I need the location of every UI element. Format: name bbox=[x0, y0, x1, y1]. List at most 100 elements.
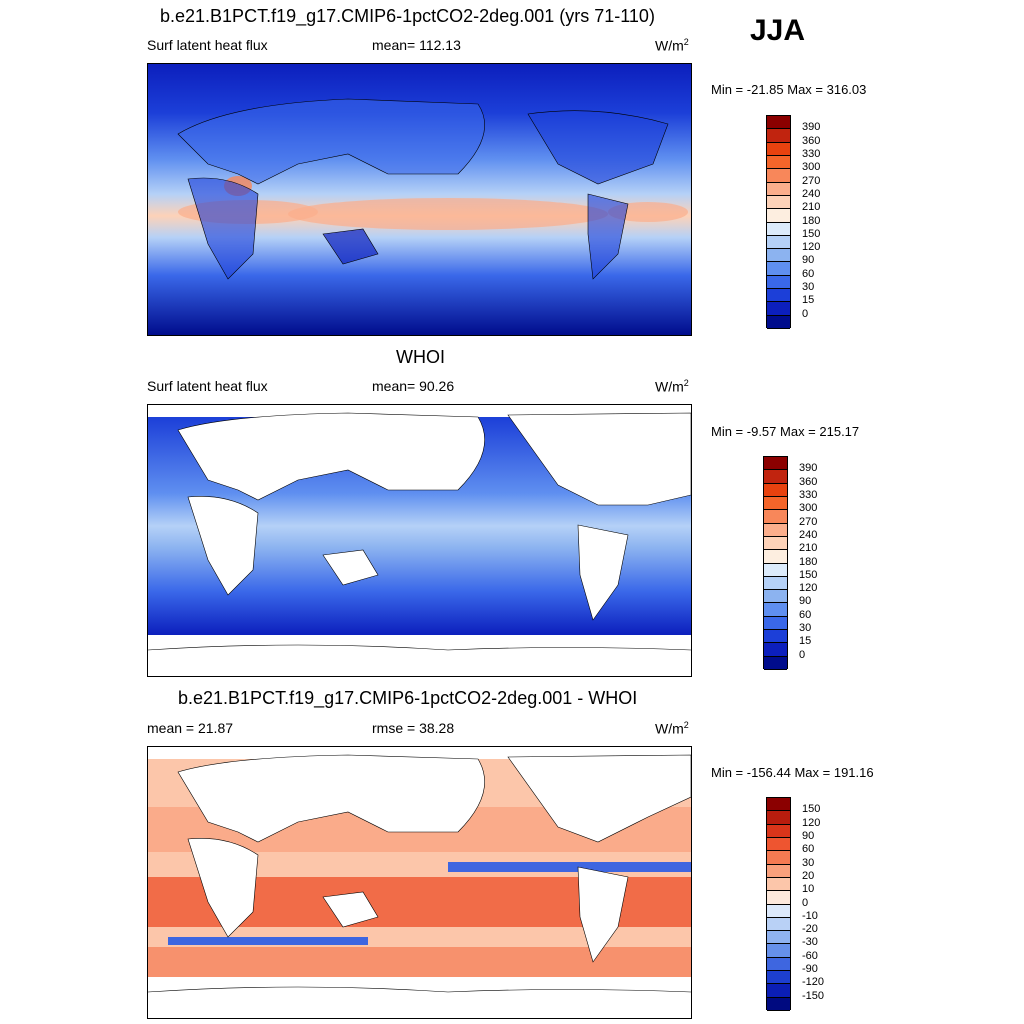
colorbar-swatch bbox=[767, 957, 790, 972]
colorbar-tick-label: 0 bbox=[799, 648, 806, 661]
colorbar-tick-label: -10 bbox=[802, 909, 818, 922]
panel1-map bbox=[147, 63, 692, 336]
panel2-variable-label: Surf latent heat flux bbox=[147, 378, 268, 394]
colorbar-swatch bbox=[767, 182, 790, 196]
colorbar-tick-label: 120 bbox=[802, 816, 821, 829]
colorbar-swatch bbox=[767, 851, 790, 865]
colorbar-swatch bbox=[767, 971, 790, 985]
panel2-minmax: Min = -9.57 Max = 215.17 bbox=[711, 424, 860, 439]
colorbar-tick-label: 360 bbox=[802, 134, 821, 147]
colorbar-swatch bbox=[767, 129, 790, 143]
colorbar-swatch bbox=[767, 275, 790, 290]
panel2-map bbox=[147, 404, 692, 677]
colorbar-swatch bbox=[764, 630, 787, 644]
colorbar-tick-label: 210 bbox=[802, 201, 821, 214]
season-label: JJA bbox=[750, 14, 806, 47]
colorbar-tick-label: 0 bbox=[802, 896, 809, 909]
colorbar-swatch bbox=[767, 864, 790, 878]
colorbar-swatch bbox=[767, 249, 790, 263]
colorbar-swatch bbox=[764, 510, 787, 524]
panel1-variable-label: Surf latent heat flux bbox=[147, 37, 268, 53]
colorbar-tick-label: 270 bbox=[799, 515, 818, 528]
colorbar-tick-label: 240 bbox=[802, 187, 821, 200]
colorbar-swatch bbox=[767, 984, 790, 998]
colorbar-tick-label: 20 bbox=[802, 869, 815, 882]
colorbar-swatch bbox=[767, 302, 790, 316]
colorbar-swatch bbox=[764, 483, 787, 497]
colorbar-tick-label: 150 bbox=[802, 227, 821, 240]
panel3-mean-label: mean = 21.87 bbox=[147, 720, 234, 736]
panel2-map-svg bbox=[148, 412, 691, 676]
colorbar-swatch bbox=[764, 576, 787, 591]
colorbar-tick-label: -120 bbox=[802, 976, 825, 989]
panel3-minmax: Min = -156.44 Max = 191.16 bbox=[711, 765, 874, 780]
colorbar-tick-label: 240 bbox=[799, 528, 818, 541]
colorbar-tick-label: 360 bbox=[799, 475, 818, 488]
colorbar-tick-label: 120 bbox=[802, 241, 821, 254]
colorbar-swatch bbox=[767, 824, 790, 838]
colorbar-tick-label: 180 bbox=[802, 214, 821, 227]
panel2-title: WHOI bbox=[396, 347, 445, 367]
colorbar-tick-label: 10 bbox=[802, 883, 815, 896]
colorbar-swatch bbox=[767, 931, 790, 945]
colorbar-tick-label: -30 bbox=[802, 936, 818, 949]
panel1-mean-label: mean= 112.13 bbox=[372, 37, 461, 53]
colorbar-swatch bbox=[767, 222, 790, 236]
colorbar-tick-label: 210 bbox=[799, 542, 818, 555]
panel1-colorbar: 390 360 330 300 270 240 210 180 150 120 90 60 30 15 0 bbox=[766, 115, 846, 330]
colorbar-tick-label: -60 bbox=[802, 949, 818, 962]
colorbar-swatch bbox=[767, 904, 790, 918]
colorbar-tick-label: 15 bbox=[802, 294, 815, 307]
colorbar-tick-label: -150 bbox=[802, 989, 825, 1002]
panel3-colorbar: 150 120 90 60 30 20 10 0 -10 -20 -30 -60 -90 -120 -150 bbox=[766, 797, 846, 1012]
colorbar-tick-label: 330 bbox=[799, 488, 818, 501]
colorbar-swatch bbox=[767, 811, 790, 825]
panel1-map-svg bbox=[148, 64, 691, 335]
colorbar-swatch bbox=[764, 656, 787, 670]
colorbar-swatch bbox=[764, 643, 787, 657]
colorbar-swatch bbox=[764, 470, 787, 484]
colorbar-tick-label: 15 bbox=[799, 635, 812, 648]
colorbar-tick-label: 90 bbox=[802, 254, 815, 267]
colorbar-tick-label: 300 bbox=[802, 161, 821, 174]
colorbar-swatch bbox=[767, 837, 790, 852]
colorbar-tick-label: 390 bbox=[802, 121, 821, 134]
colorbar-swatch bbox=[767, 142, 790, 156]
colorbar-swatch bbox=[767, 262, 790, 276]
panel3-colorbar-swatches bbox=[766, 797, 791, 1011]
panel2-colorbar: 390 360 330 300 270 240 210 180 150 120 90 60 30 15 0 bbox=[763, 456, 843, 671]
colorbar-tick-label: 90 bbox=[799, 595, 812, 608]
colorbar-tick-label: 120 bbox=[799, 582, 818, 595]
colorbar-tick-label: 60 bbox=[802, 843, 815, 856]
panel2-colorbar-swatches bbox=[763, 456, 788, 670]
colorbar-tick-label: 300 bbox=[799, 502, 818, 515]
colorbar-swatch bbox=[767, 891, 790, 905]
colorbar-swatch bbox=[767, 944, 790, 958]
colorbar-swatch bbox=[764, 550, 787, 564]
colorbar-swatch bbox=[767, 235, 790, 250]
colorbar-swatch bbox=[767, 997, 790, 1011]
panel3-map bbox=[147, 746, 692, 1019]
colorbar-swatch bbox=[764, 536, 787, 551]
colorbar-swatch bbox=[764, 563, 787, 577]
colorbar-tick-label: 60 bbox=[799, 608, 812, 621]
panel1-colorbar-swatches bbox=[766, 115, 791, 329]
colorbar-swatch bbox=[767, 195, 790, 210]
colorbar-swatch bbox=[767, 169, 790, 183]
colorbar-swatch bbox=[767, 116, 790, 130]
panel1-title: b.e21.B1PCT.f19_g17.CMIP6-1pctCO2-2deg.0… bbox=[160, 6, 655, 26]
colorbar-swatch bbox=[764, 496, 787, 511]
panel2-mean-label: mean= 90.26 bbox=[372, 378, 455, 394]
colorbar-tick-label: 270 bbox=[802, 174, 821, 187]
panel1-minmax: Min = -21.85 Max = 316.03 bbox=[711, 82, 867, 97]
colorbar-tick-label: 30 bbox=[802, 281, 815, 294]
colorbar-swatch bbox=[764, 457, 787, 471]
colorbar-tick-label: 30 bbox=[799, 622, 812, 635]
panel1-units: W/m2 bbox=[655, 37, 689, 54]
colorbar-tick-label: 180 bbox=[799, 555, 818, 568]
colorbar-swatch bbox=[764, 523, 787, 537]
panel3-map-svg bbox=[148, 754, 691, 1018]
colorbar-tick-label: 390 bbox=[799, 462, 818, 475]
colorbar-swatch bbox=[767, 877, 790, 892]
colorbar-tick-label: 90 bbox=[802, 829, 815, 842]
